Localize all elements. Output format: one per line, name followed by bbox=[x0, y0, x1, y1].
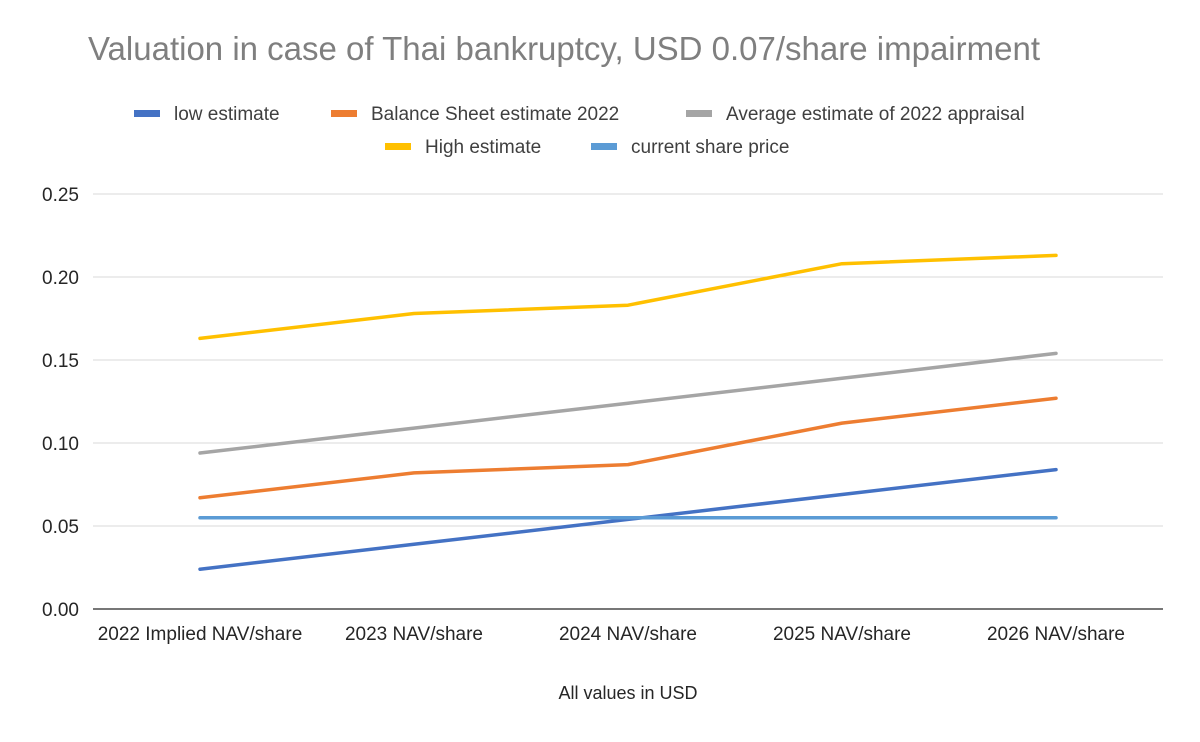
y-tick-label: 0.10 bbox=[42, 434, 79, 455]
legend-label-4: High estimate bbox=[425, 137, 541, 158]
series-line-2 bbox=[198, 396, 1058, 500]
legend-label-3: Average estimate of 2022 appraisal bbox=[726, 104, 1025, 125]
x-tick-label: 2022 Implied NAV/share bbox=[98, 624, 303, 645]
legend-label-1: low estimate bbox=[174, 104, 280, 125]
legend-swatch-1 bbox=[134, 110, 160, 117]
y-tick-label: 0.05 bbox=[42, 517, 79, 538]
x-tick-label: 2025 NAV/share bbox=[773, 624, 911, 645]
x-axis-title: All values in USD bbox=[558, 683, 697, 703]
x-tick-label: 2024 NAV/share bbox=[559, 624, 697, 645]
y-tick-label: 0.20 bbox=[42, 268, 79, 289]
legend-swatch-3 bbox=[686, 110, 712, 117]
chart-title: Valuation in case of Thai bankruptcy, US… bbox=[88, 30, 1040, 67]
legend-swatch-4 bbox=[385, 143, 411, 150]
series-line-4 bbox=[198, 253, 1058, 341]
x-tick-label: 2026 NAV/share bbox=[987, 624, 1125, 645]
legend-label-5: current share price bbox=[631, 137, 789, 158]
x-tick-label: 2023 NAV/share bbox=[345, 624, 483, 645]
legend-swatch-5 bbox=[591, 143, 617, 150]
y-tick-label: 0.25 bbox=[42, 185, 79, 206]
y-tick-label: 0.15 bbox=[42, 351, 79, 372]
legend-swatch-2 bbox=[331, 110, 357, 117]
series-line-3 bbox=[198, 351, 1058, 455]
y-tick-label: 0.00 bbox=[42, 600, 79, 621]
legend-label-2: Balance Sheet estimate 2022 bbox=[371, 104, 619, 125]
